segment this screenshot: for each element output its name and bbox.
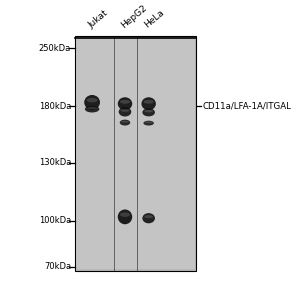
Text: HeLa: HeLa [143,8,166,30]
Ellipse shape [118,97,132,110]
Ellipse shape [119,107,131,116]
Ellipse shape [144,110,153,112]
Text: CD11a/LFA-1A/ITGAL: CD11a/LFA-1A/ITGAL [202,102,291,111]
Text: Jukat: Jukat [86,8,110,30]
Ellipse shape [120,120,130,125]
Text: 250kDa: 250kDa [39,44,71,53]
Ellipse shape [118,210,132,224]
Bar [76,38,195,269]
Ellipse shape [87,107,97,109]
Text: HepG2: HepG2 [119,3,148,30]
Ellipse shape [120,212,130,217]
Ellipse shape [121,109,129,112]
Ellipse shape [84,95,100,110]
Text: 70kDa: 70kDa [44,262,71,271]
Ellipse shape [144,100,154,104]
Text: 180kDa: 180kDa [39,102,71,111]
Ellipse shape [145,122,152,123]
Ellipse shape [142,108,155,116]
Ellipse shape [144,215,153,218]
Text: 100kDa: 100kDa [39,217,71,226]
Text: 130kDa: 130kDa [39,159,71,168]
Ellipse shape [142,213,155,223]
Ellipse shape [143,121,154,125]
Ellipse shape [87,98,98,102]
Bar [75,36,196,271]
Ellipse shape [121,121,129,123]
Ellipse shape [85,106,99,113]
Ellipse shape [120,100,130,104]
Ellipse shape [141,97,156,110]
